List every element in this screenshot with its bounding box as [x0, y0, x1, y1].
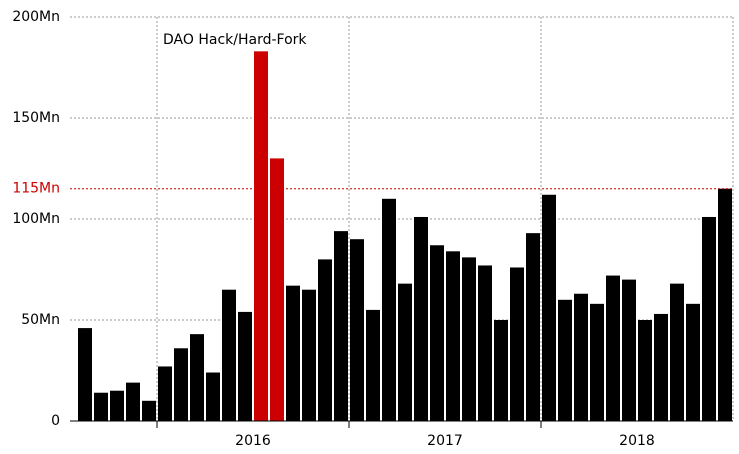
- bar: [350, 239, 364, 421]
- bar: [222, 289, 236, 421]
- bar: [334, 231, 348, 421]
- bar: [702, 216, 716, 421]
- x-group-label: 2016: [235, 433, 271, 449]
- bar: [414, 216, 428, 421]
- bar: [254, 51, 268, 422]
- bar: [670, 283, 684, 421]
- bar: [78, 328, 92, 421]
- bar: [158, 366, 172, 421]
- annotation: DAO Hack/Hard-Fork: [163, 32, 307, 48]
- bar: [366, 309, 380, 421]
- bar: [606, 275, 620, 421]
- bar: [174, 348, 188, 421]
- y-tick-label: 0: [51, 413, 60, 429]
- bar: [142, 400, 156, 421]
- bar: [382, 198, 396, 421]
- bar: [542, 194, 556, 421]
- bar: [478, 265, 492, 421]
- bar: [446, 251, 460, 421]
- bar: [286, 285, 300, 421]
- bar: [94, 392, 108, 421]
- bar: [654, 313, 668, 421]
- bar: [526, 233, 540, 421]
- x-group-label: 2017: [427, 433, 463, 449]
- bar: [638, 320, 652, 421]
- y-tick-label: 100Mn: [12, 211, 60, 227]
- bar: [718, 188, 732, 421]
- bar: [318, 259, 332, 421]
- y-tick-label: 50Mn: [21, 312, 60, 328]
- y-tick-label: 150Mn: [12, 110, 60, 126]
- bar: [302, 289, 316, 421]
- bar: [686, 303, 700, 421]
- bar: [590, 303, 604, 421]
- bar: [622, 279, 636, 421]
- bar: [462, 257, 476, 421]
- bar: [110, 390, 124, 421]
- x-group-label: 2018: [619, 433, 655, 449]
- bar: [558, 299, 572, 421]
- bar: [398, 283, 412, 421]
- bar: [206, 372, 220, 421]
- bar: [190, 334, 204, 421]
- bar: [510, 267, 524, 421]
- reference-label: 115Mn: [12, 181, 60, 197]
- bar: [574, 293, 588, 421]
- bar: [126, 382, 140, 421]
- y-tick-label: 200Mn: [12, 9, 60, 25]
- bar: [430, 245, 444, 421]
- bar: [270, 158, 284, 421]
- bar: [238, 311, 252, 421]
- bar: [494, 320, 508, 421]
